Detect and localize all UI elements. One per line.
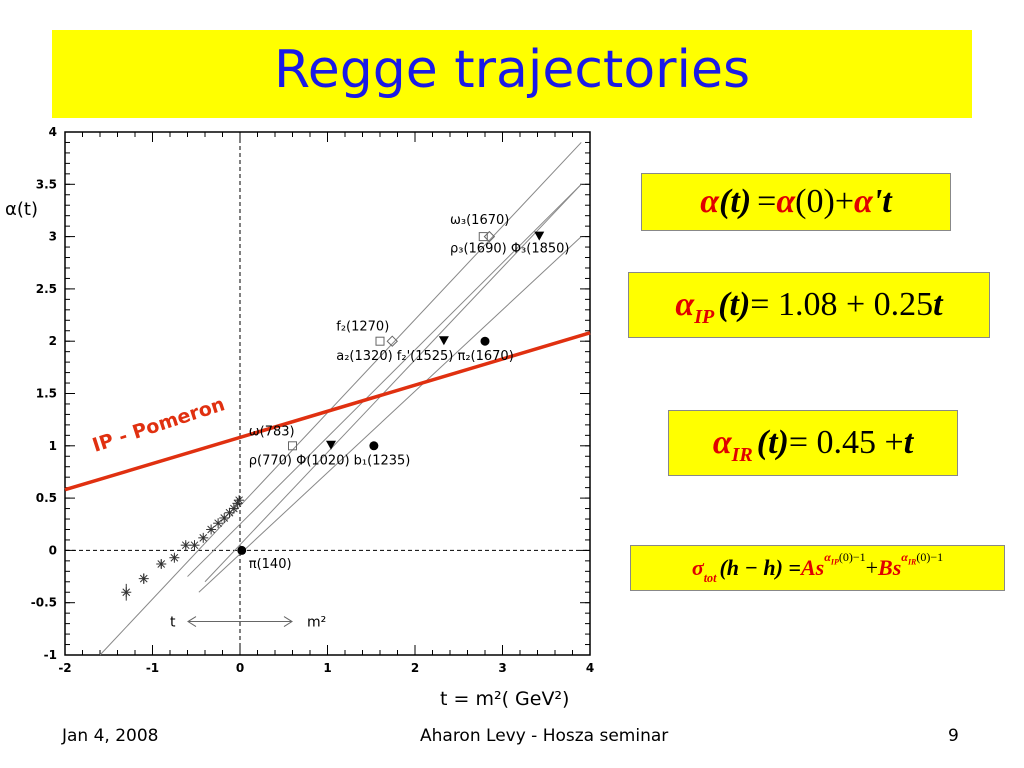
eq4-exp2-tail: (0)−1 [916,550,944,564]
eq2-t: t [933,286,943,323]
meson-marker-circle [369,441,379,451]
y-tick-label: 0 [49,543,57,557]
eq1-plus: + [834,183,855,220]
meson-label: ω(783) [249,424,295,439]
regge-chart: -2 -1 0 1 2 3 4-1-0.500.511.522.533.54α(t)t = … [5,125,594,710]
x-tick-label: 1 [323,661,331,675]
eq4-As: As [800,555,825,580]
annotation-arrow-right [283,616,293,627]
eq1-alphaprime: α [854,183,873,220]
eq2-sub: IP [694,306,715,328]
eq4-plus: + [865,555,879,580]
eq3-rhs: = 0.45 + [788,424,904,461]
equation-alpha-linear: α (t) = α (0) + α 't [641,173,951,231]
y-tick-label: 1 [49,439,57,453]
y-tick-label: -1 [44,648,57,662]
regge-trajectory-line [187,183,582,577]
x-axis-label: t = m²( GeV²) [440,688,569,710]
eq1-alpha: α [700,183,720,220]
meson-marker-triangle [438,336,449,346]
y-tick-label: 0.5 [36,491,57,505]
y-tick-label: 1.5 [36,387,57,401]
meson-label: f₂(1270) [336,320,389,335]
eq4-exp2-alpha: α [901,550,908,564]
y-tick-label: 4 [49,125,57,139]
page-number: 9 [948,726,959,746]
eq1-arg: (t) [719,183,752,220]
x-tick-label: 2 [411,661,419,675]
y-tick-label: 3.5 [36,177,57,191]
eq1-zero: (0) [795,183,835,220]
meson-label: ρ₃(1690) Φ₃(1850) [450,241,570,256]
eq4-arg: (h − h) = [719,555,801,580]
footer-date: Jan 4, 2008 [62,726,159,746]
meson-label: π(140) [249,557,292,572]
meson-label: ρ(770) Φ(1020) b₁(1235) [249,454,411,469]
meson-marker-circle [480,336,490,346]
annotation-m2: m² [307,615,326,631]
x-tick-label: 3 [498,661,506,675]
equation-sigma-tot: σ tot (h − h) = As αIP(0)−1 + Bs αIR(0)−… [630,545,1005,591]
y-tick-label: -0.5 [31,596,57,610]
eq4-exp1: αIP(0)−1 [824,550,865,566]
meson-marker-diamond [386,335,398,347]
eq4-exp1-sub: IP [830,557,839,567]
annotation-arrow-left [187,616,197,627]
eq2-alpha: α [675,286,695,323]
meson-marker-diamond [483,230,496,243]
annotation-t: t [170,615,176,631]
y-tick-label: 2 [49,334,57,348]
meson-marker-triangle [534,231,545,241]
eq4-exp2-sub: IR [907,557,917,567]
eq4-Bs: Bs [878,555,902,580]
x-tick-label: 4 [586,661,594,675]
meson-marker-square [478,232,488,242]
y-axis-label: α(t) [5,199,38,220]
slide-title: Regge trajectories [273,40,751,100]
meson-label: a₂(1320) f₂'(1525) π₂(1670) [336,349,514,364]
meson-marker-triangle [326,440,336,450]
eq3-t: t [903,424,914,461]
y-tick-label: 2.5 [36,282,57,296]
meson-marker-square [288,441,297,451]
regge-trajectory-line [198,236,582,593]
meson-marker-square [375,336,385,346]
x-tick-label: -2 [58,661,71,675]
footer-center: Aharon Levy - Hosza seminar [420,726,669,746]
eq2-arg: (t) [718,286,751,323]
meson-marker-circle [237,545,247,555]
title-band: Regge trajectories [52,30,972,118]
regge-trajectory-line [204,183,582,583]
pomeron-line [64,331,591,492]
equation-reggeon: α IR (t) = 0.45 + t [668,410,958,476]
eq4-sub: tot [703,571,717,585]
eq3-sub: IR [731,444,753,466]
regge-trajectory-line [99,142,582,656]
eq1-tail: 't [872,183,892,220]
eq4-sigma: σ [691,555,704,580]
eq3-arg: (t) [756,424,789,461]
eq1-alpha0: α [776,183,796,220]
eq4-exp1-tail: (0)−1 [838,550,866,564]
equation-pomeron: α IP (t) = 1.08 + 0.25 t [628,272,990,338]
eq3-alpha: α [712,424,732,461]
eq4-exp2: αIR(0)−1 [901,550,943,566]
x-tick-label: 0 [236,661,244,675]
eq4-exp1-alpha: α [824,550,831,564]
eq2-rhs: = 1.08 + 0.25 [750,286,934,323]
eq1-equals: = [757,183,777,220]
x-tick-label: -1 [146,661,159,675]
meson-label: ω₃(1670) [450,213,509,228]
y-tick-label: 3 [49,230,57,244]
